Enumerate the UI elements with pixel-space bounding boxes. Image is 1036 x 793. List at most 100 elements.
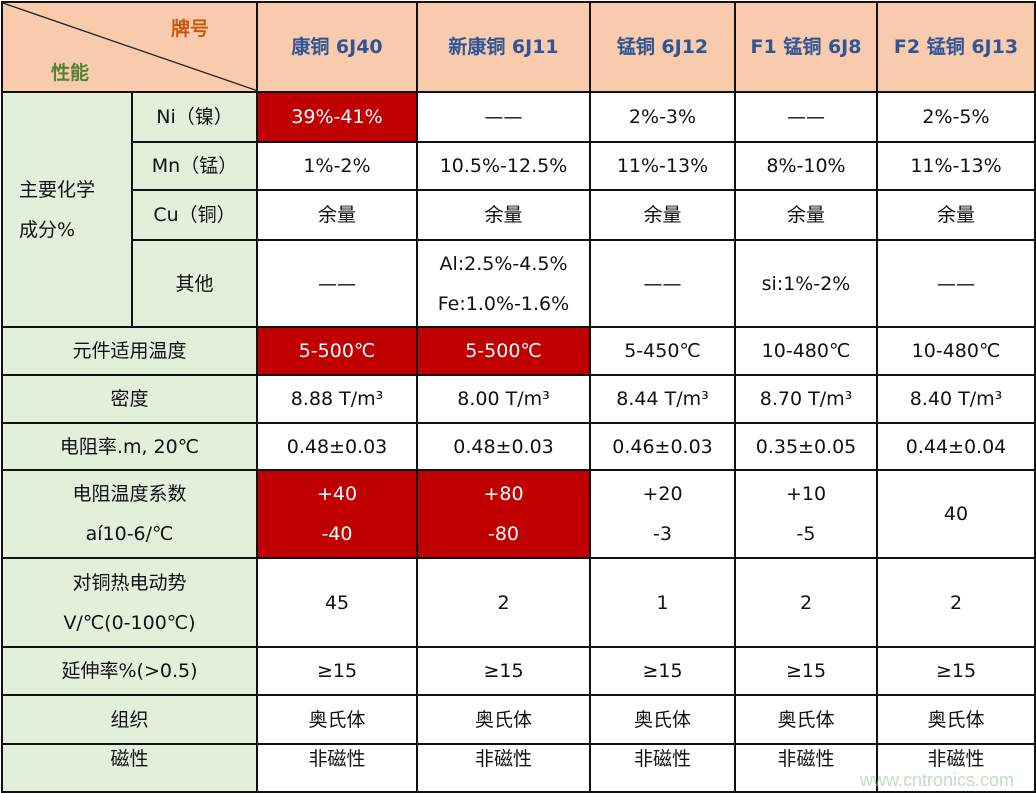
group-label-cell: 主要化学成分%: [1, 91, 133, 328]
value-cell: 非磁性: [734, 743, 878, 793]
value-cell: 5-500℃: [416, 326, 591, 376]
value-cell: ≥15: [734, 646, 878, 696]
row-label: 延伸率%(>0.5): [1, 646, 258, 696]
value-cell: ——: [256, 239, 418, 328]
value-cell: 8.70 T/m³: [734, 374, 878, 424]
row-label: Ni（镍）: [131, 91, 258, 143]
value-cell: ≥15: [416, 646, 591, 696]
column-header: 锰铜 6J12: [589, 1, 736, 93]
value-cell: Al:2.5%-4.5% Fe:1.0%-1.6%: [416, 239, 591, 328]
value-cell: 2: [416, 557, 591, 648]
column-header: 康铜 6J40: [256, 1, 418, 93]
value-cell: 0.48±0.03: [416, 422, 591, 471]
value-cell: 2: [876, 557, 1036, 648]
row-label: Cu（铜）: [131, 189, 258, 241]
value-cell: ≥15: [589, 646, 736, 696]
cell-line: 主要化学: [19, 178, 96, 201]
row-label: 其他: [131, 239, 258, 328]
value-cell: 奥氏体: [876, 694, 1036, 745]
cell-line: +80: [483, 483, 524, 505]
value-cell: 0.44±0.04: [876, 422, 1036, 471]
value-cell: 8.40 T/m³: [876, 374, 1036, 424]
value-cell: +40 -40: [256, 469, 418, 559]
header-row: 牌号 性能 康铜 6J40 新康铜 6J11 锰铜 6J12 F1 锰铜 6J8 F2 …: [1, 1, 1036, 93]
cell-line: aí10-6/℃: [85, 523, 174, 545]
table-row: 密度 8.88 T/m³ 8.00 T/m³ 8.44 T/m³ 8.70 T/m³ 8.…: [1, 374, 1036, 424]
value-cell: 1%-2%: [256, 141, 418, 191]
value-cell: 11%-13%: [876, 141, 1036, 191]
cell-line: 成分%: [19, 218, 76, 241]
value-cell: 奥氏体: [734, 694, 878, 745]
row-label: 电阻温度系数 aí10-6/℃: [1, 469, 258, 559]
value-cell: 45: [256, 557, 418, 648]
brand-label: 牌号: [171, 18, 210, 40]
value-cell: 奥氏体: [416, 694, 591, 745]
row-label: 组织: [1, 694, 258, 745]
value-cell: 非磁性: [256, 743, 418, 793]
table-row: 元件适用温度 5-500℃ 5-500℃ 5-450℃ 10-480℃ 10-480℃: [1, 326, 1036, 376]
corner-header-cell: 牌号 性能: [1, 1, 258, 93]
row-label: 密度: [1, 374, 258, 424]
value-cell: 39%-41%: [256, 91, 418, 143]
value-cell: 余量: [256, 189, 418, 241]
value-cell: +80 -80: [416, 469, 591, 559]
value-cell: ≥15: [876, 646, 1036, 696]
table-row: 磁性 非磁性 非磁性 非磁性 非磁性 非磁性: [1, 743, 1036, 793]
value-cell: +20 -3: [589, 469, 736, 559]
table-row: 对铜热电动势 V/℃(0-100℃) 45 2 1 2 2: [1, 557, 1036, 648]
value-cell: 0.48±0.03: [256, 422, 418, 471]
value-cell: 非磁性: [416, 743, 591, 793]
table-row: Cu（铜） 余量 余量 余量 余量 余量: [2, 189, 1036, 241]
value-cell: 8.00 T/m³: [416, 374, 591, 424]
value-cell: 1: [589, 557, 736, 648]
value-cell: 非磁性: [589, 743, 736, 793]
cell-line: -3: [653, 523, 672, 545]
watermark: www.cntronics.com: [860, 770, 1015, 790]
cell-line: -5: [796, 523, 816, 545]
cell-line: V/℃(0-100℃): [63, 611, 196, 634]
row-label: 元件适用温度: [1, 326, 258, 376]
cell-line: 电阻温度系数: [72, 483, 187, 505]
value-cell: 非磁性: [876, 743, 1036, 793]
table-row: 电阻率.m, 20℃ 0.48±0.03 0.48±0.03 0.46±0.03 0.3…: [1, 422, 1036, 471]
value-cell: ≥15: [256, 646, 418, 696]
row-label: 磁性: [1, 743, 258, 793]
row-label: 对铜热电动势 V/℃(0-100℃): [1, 557, 258, 648]
value-cell: 5-500℃: [256, 326, 418, 376]
value-cell: 10.5%-12.5%: [416, 141, 591, 191]
value-cell: 余量: [416, 189, 591, 241]
value-cell: 0.46±0.03: [589, 422, 736, 471]
table-row: 组织 奥氏体 奥氏体 奥氏体 奥氏体 奥氏体: [1, 694, 1036, 745]
column-header: F1 锰铜 6J8: [734, 1, 878, 93]
cell-line: Al:2.5%-4.5%: [439, 252, 568, 275]
property-label: 性能: [51, 62, 90, 84]
value-cell: 8.88 T/m³: [256, 374, 418, 424]
value-cell: 10-480℃: [734, 326, 878, 376]
value-cell: 11%-13%: [589, 141, 736, 191]
table-row: Mn（锰） 1%-2% 10.5%-12.5% 11%-13% 8%-10% 11%-13…: [2, 141, 1036, 191]
value-cell: 余量: [876, 189, 1036, 241]
table-row: 电阻温度系数 aí10-6/℃ +40 -40 +80 -80 +20 -3 +10 -5 40: [1, 469, 1036, 559]
cell-line: Fe:1.0%-1.6%: [437, 292, 570, 315]
value-cell: 10-480℃: [876, 326, 1036, 376]
table-row: 主要化学 成分% Ni（镍） 39%-41% —— 2%-3% —— 2%-5%: [1, 91, 1036, 328]
diagonal-divider: [3, 3, 258, 91]
value-cell: ——: [416, 91, 591, 143]
value-cell: ——: [589, 239, 736, 328]
value-cell: 奥氏体: [256, 694, 418, 745]
column-header: F2 锰铜 6J13: [876, 1, 1036, 93]
table-row: 其他 —— Al:2.5%-4.5% Fe:1.0%-1.6% —— si:1%-2% ——: [2, 239, 1036, 328]
value-cell: ——: [876, 239, 1036, 328]
value-cell: 2%-5%: [876, 91, 1036, 143]
table-row: 延伸率%(>0.5) ≥15 ≥15 ≥15 ≥15 ≥15: [1, 646, 1036, 696]
row-label: Mn（锰）: [131, 141, 258, 191]
value-cell: +10 -5: [734, 469, 878, 559]
value-cell: 40: [876, 469, 1036, 559]
value-cell: 余量: [734, 189, 878, 241]
column-header: 新康铜 6J11: [416, 1, 591, 93]
value-cell: 余量: [589, 189, 736, 241]
value-cell: ——: [734, 91, 878, 143]
value-cell: 奥氏体: [589, 694, 736, 745]
value-cell: 0.35±0.05: [734, 422, 878, 471]
